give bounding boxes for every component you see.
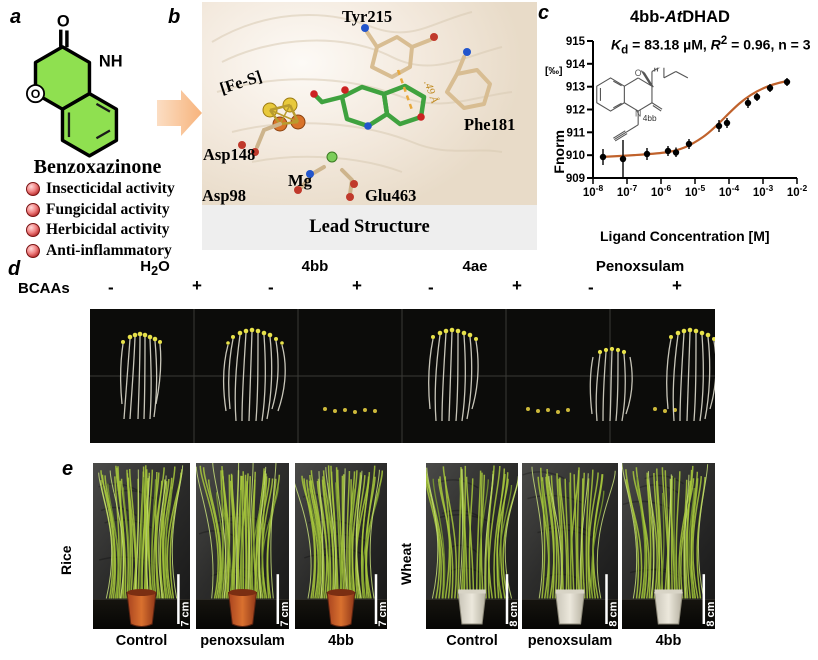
- svg-text:909: 909: [566, 173, 585, 185]
- svg-text:7 cm: 7 cm: [279, 601, 289, 626]
- svg-text:Glu463: Glu463: [365, 186, 416, 205]
- svg-text:Tyr215: Tyr215: [342, 7, 392, 26]
- svg-text:10-7: 10-7: [617, 183, 638, 199]
- svg-text:7 cm: 7 cm: [179, 601, 190, 626]
- svg-text:10-4: 10-4: [719, 183, 740, 199]
- svg-text:O: O: [635, 68, 642, 78]
- svg-text:10-2: 10-2: [787, 183, 808, 199]
- svg-text:10-5: 10-5: [685, 183, 706, 199]
- svg-text:4bb: 4bb: [643, 114, 657, 123]
- svg-text:O: O: [57, 13, 70, 30]
- svg-text:8 cm: 8 cm: [508, 601, 518, 626]
- svg-text:8 cm: 8 cm: [705, 601, 715, 626]
- svg-text:O: O: [31, 87, 41, 101]
- svg-text:Asp148: Asp148: [203, 145, 255, 164]
- svg-text:10-6: 10-6: [651, 183, 672, 199]
- svg-text:10-3: 10-3: [753, 183, 774, 199]
- svg-text:NH: NH: [99, 53, 123, 71]
- svg-text:8 cm: 8 cm: [608, 601, 619, 626]
- svg-text:Mg: Mg: [288, 171, 313, 190]
- svg-text:[Fe-S]: [Fe-S]: [217, 66, 264, 97]
- svg-text:10-8: 10-8: [583, 183, 604, 199]
- svg-text:7 cm: 7 cm: [377, 601, 387, 626]
- svg-text:Phe181: Phe181: [464, 115, 515, 134]
- svg-text:915: 915: [566, 36, 586, 48]
